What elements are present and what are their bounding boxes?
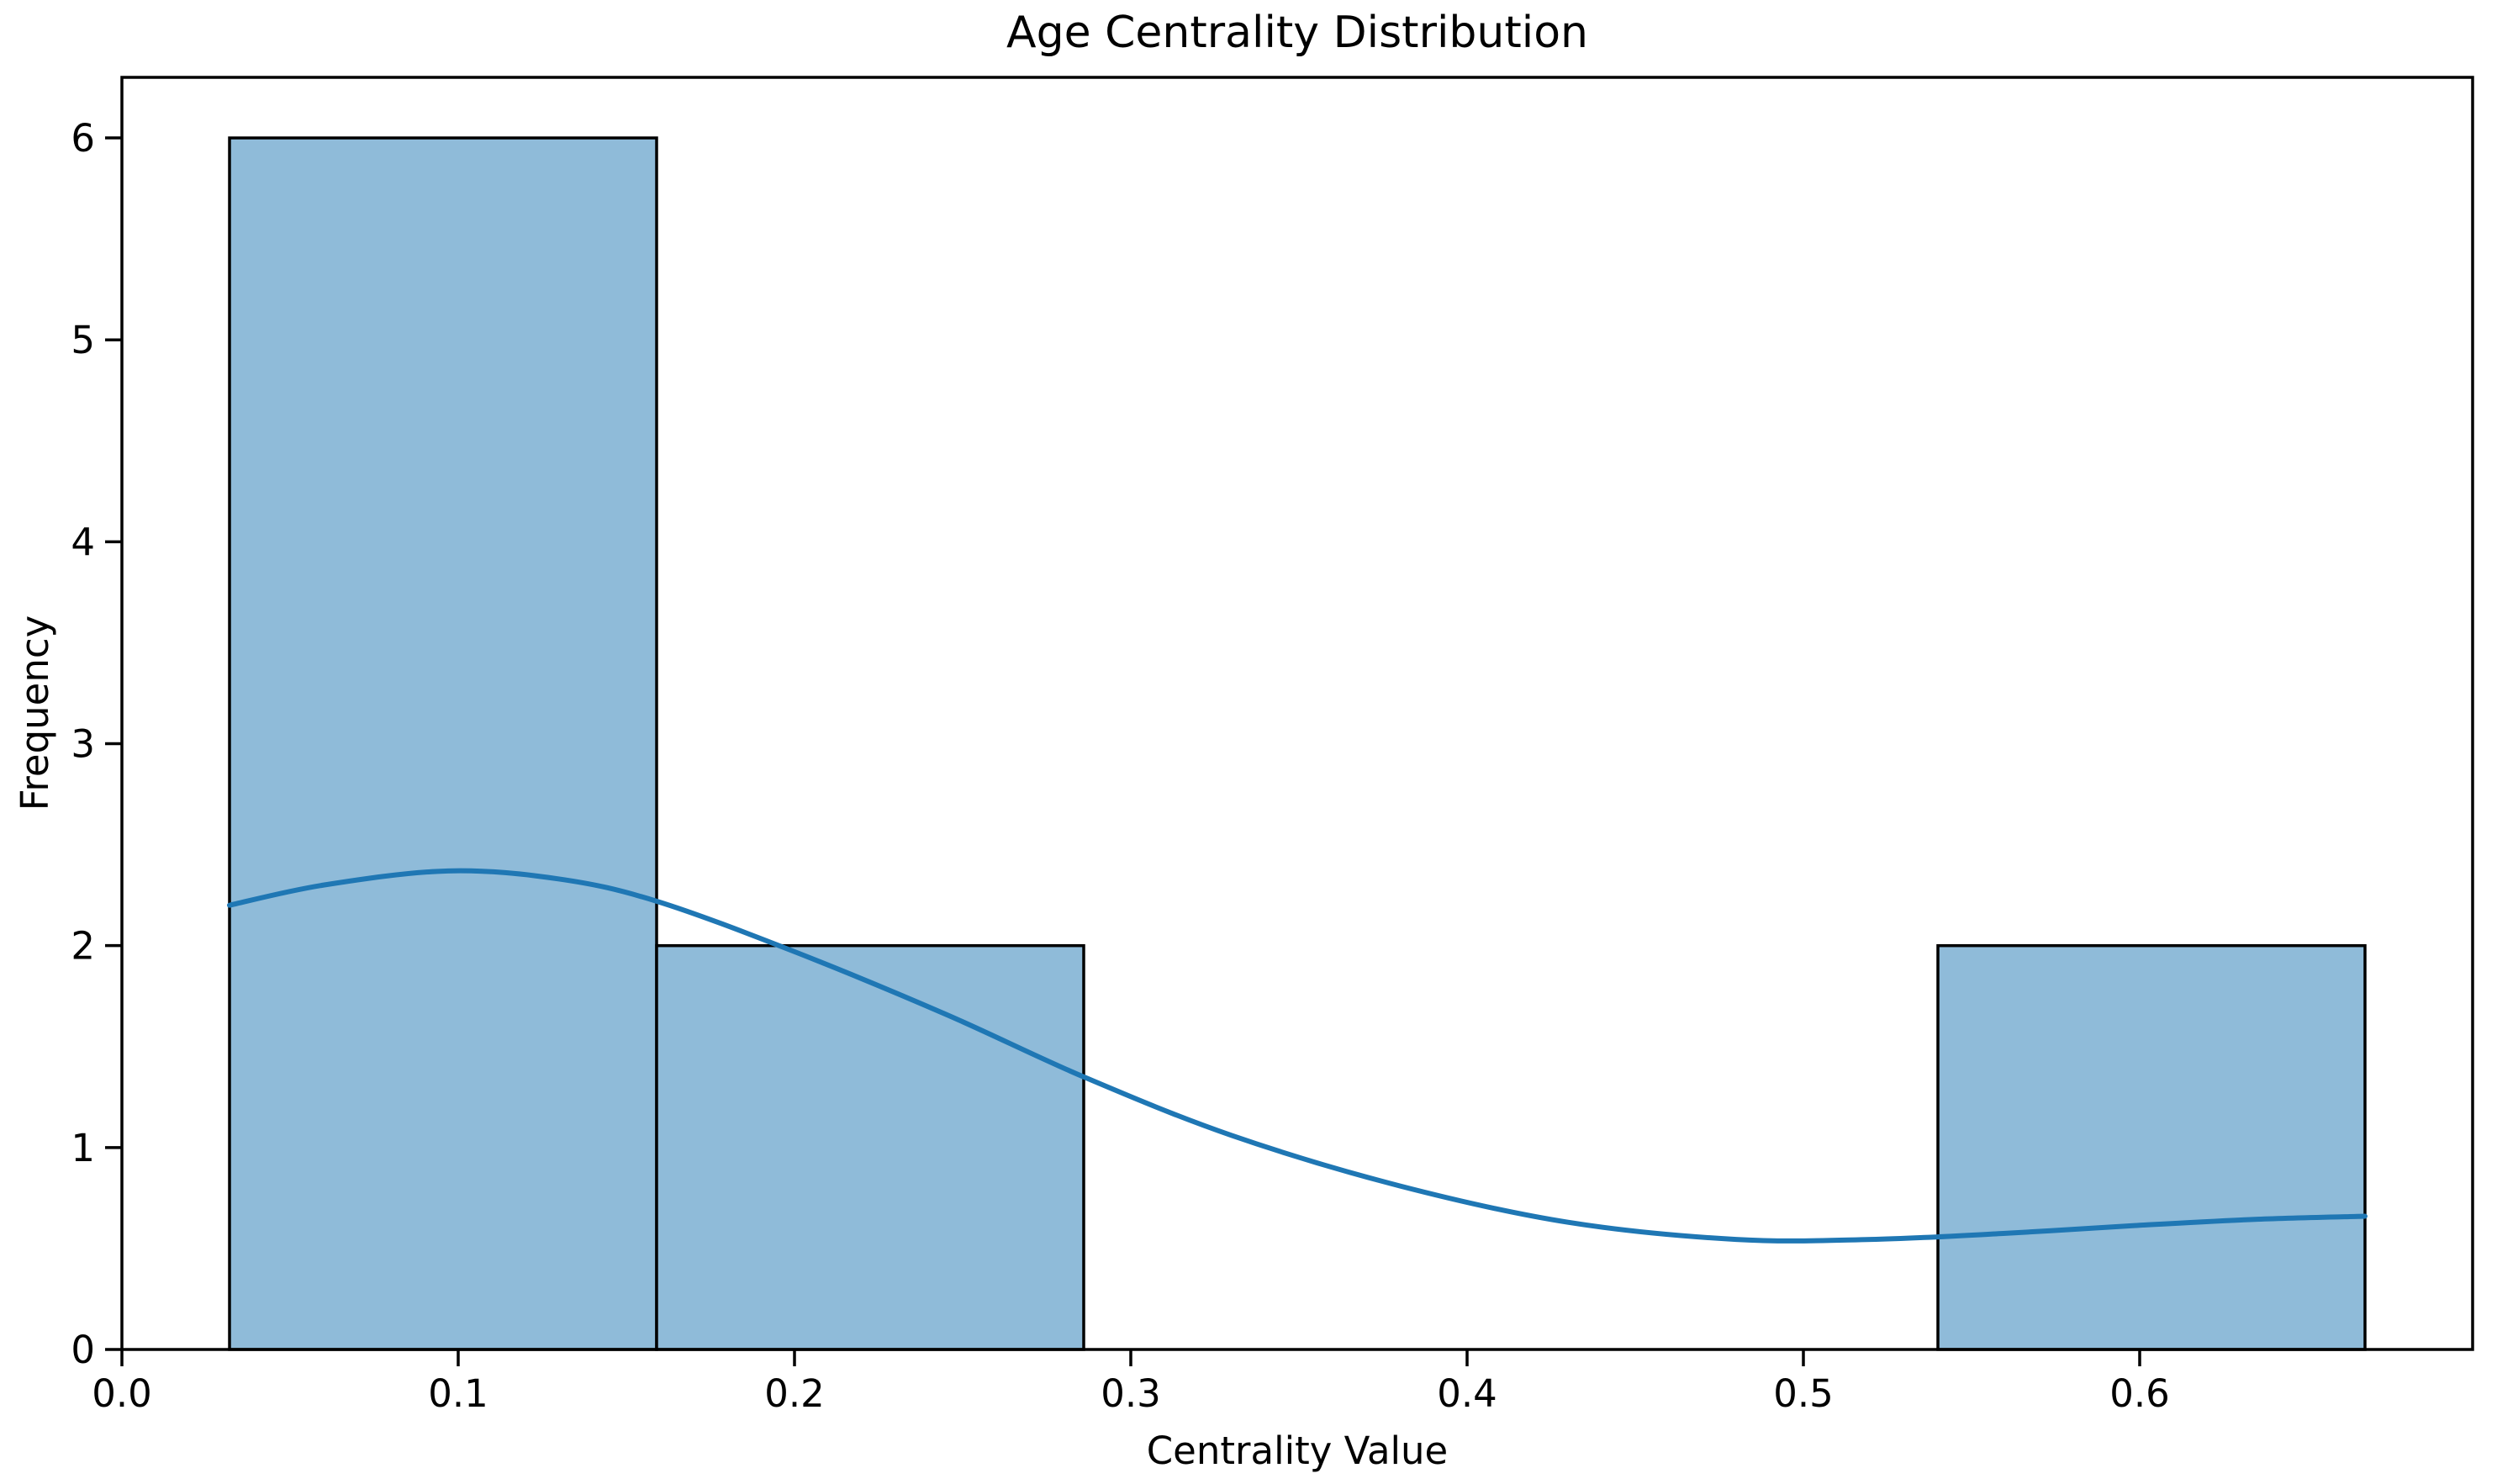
x-tick-label: 0.6 — [2109, 1371, 2170, 1416]
y-tick-label: 3 — [71, 722, 95, 767]
x-tick-label: 0.4 — [1437, 1371, 1497, 1416]
plot-border — [120, 76, 2474, 1351]
x-tick-label: 0.1 — [428, 1371, 488, 1416]
x-tick-label: 0.2 — [764, 1371, 825, 1416]
y-axis-ticks: 0 1 2 3 4 5 6 — [71, 116, 122, 1372]
x-tick-label: 0.3 — [1101, 1371, 1161, 1416]
y-tick-label: 5 — [71, 318, 95, 362]
y-tick-label: 6 — [71, 116, 95, 161]
x-axis-label: Centrality Value — [1146, 1429, 1449, 1473]
y-tick-label: 4 — [71, 520, 95, 564]
chart-title: Age Centrality Distribution — [1006, 8, 1588, 58]
histogram-bar — [1936, 943, 2367, 1351]
x-axis-ticks: 0.0 0.1 0.2 0.3 0.4 0.5 0.6 — [92, 1349, 2170, 1416]
y-tick-label: 1 — [71, 1126, 95, 1170]
histogram-bars — [228, 136, 2367, 1351]
x-tick-label: 0.0 — [92, 1371, 152, 1416]
kde-curve-line — [227, 868, 2368, 1244]
x-tick-label: 0.5 — [1773, 1371, 1834, 1416]
histogram-bar — [655, 943, 1085, 1351]
y-tick-label: 2 — [71, 924, 95, 969]
histogram-bar — [228, 136, 658, 1351]
y-tick-label: 0 — [71, 1328, 95, 1372]
